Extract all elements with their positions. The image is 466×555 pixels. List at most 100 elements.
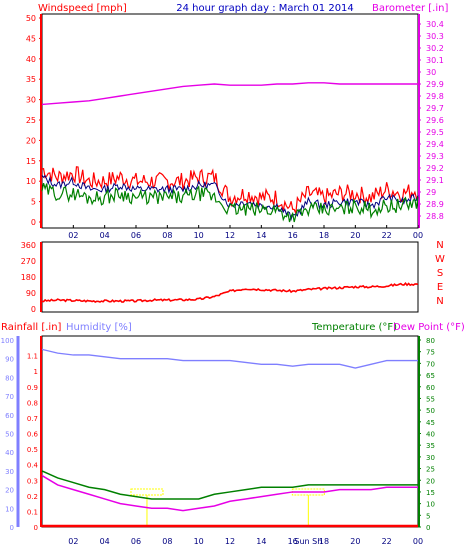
temperature-y-tick: 55 [426, 395, 435, 403]
wind-y-tick: 25 [26, 116, 36, 125]
wind-y-tick: 15 [26, 157, 36, 166]
rainfall-y-tick: 0.5 [27, 446, 38, 454]
humidity-y-tick: 50 [5, 431, 14, 439]
barometer-y-tick: 29.4 [426, 140, 444, 149]
direction-y-tick: 90 [26, 289, 36, 298]
windspeed-mid-series [41, 174, 419, 222]
temperature-y-tick: 70 [426, 360, 435, 368]
barometer-y-tick: 29.6 [426, 116, 444, 125]
dewpoint-series [41, 474, 418, 512]
temperature-x-tick: 00 [413, 537, 423, 546]
temperature-x-tick: 02 [68, 537, 78, 546]
wind-y-tick: 50 [26, 14, 36, 23]
barometer-y-tick: 29.5 [426, 128, 444, 137]
rainfall-y-tick: 0.8 [27, 399, 38, 407]
direction-y-tick: 360 [21, 241, 36, 250]
temperature-x-tick: 18 [319, 537, 329, 546]
temperature-x-tick: 16 [288, 537, 298, 546]
barometer-y-tick: 29.1 [426, 176, 444, 185]
wind-y-tick: 10 [26, 177, 36, 186]
compass-label: N [436, 296, 443, 307]
wind-y-tick: 40 [26, 55, 36, 64]
wind-x-tick: 20 [350, 231, 360, 240]
barometer-y-tick: 30.3 [426, 32, 444, 41]
barometer-y-tick: 29 [426, 188, 436, 197]
humidity-y-tick: 0 [10, 524, 14, 532]
barometer-y-tick: 30.4 [426, 20, 444, 29]
rainfall-y-tick: 0.2 [27, 493, 38, 501]
temperature-y-tick: 45 [426, 419, 435, 427]
windspeed-axis-label: Windspeed [mph] [38, 3, 127, 14]
barometer-y-tick: 30 [426, 68, 436, 77]
wind-x-tick: 12 [225, 231, 235, 240]
wind-x-tick: 00 [413, 231, 423, 240]
barometer-y-tick: 29.3 [426, 152, 444, 161]
wind-x-tick: 08 [162, 231, 172, 240]
wind-y-tick: 5 [31, 198, 36, 207]
humidity-y-tick: 90 [5, 356, 14, 364]
rainfall-y-tick: 0.3 [27, 477, 38, 485]
direction-y-tick: 0 [31, 305, 36, 314]
temperature-y-tick: 30 [426, 454, 435, 462]
humidity-y-tick: 10 [5, 505, 14, 513]
humidity-axis-label: Humidity [%] [66, 322, 132, 333]
temperature-y-tick: 10 [426, 501, 435, 509]
direction-y-tick: 270 [21, 257, 36, 266]
humidity-series [41, 348, 418, 369]
barometer-axis-label: Barometer [.in] [372, 3, 448, 14]
barometer-y-tick: 29.7 [426, 104, 444, 113]
rainfall-y-tick: 0.7 [27, 415, 38, 423]
sun-label: Sun Sh [294, 537, 322, 546]
wind-x-tick: 10 [194, 231, 204, 240]
rainfall-y-tick: 0.4 [27, 462, 39, 470]
wind-panel-frame [41, 13, 419, 229]
wind-x-tick: 04 [100, 231, 110, 240]
temperature-y-tick: 65 [426, 372, 435, 380]
wind-y-tick: 20 [26, 136, 36, 145]
rainfall-y-tick: 0.6 [27, 431, 39, 439]
sun-marker-box [130, 488, 164, 496]
wind-direction-series [41, 282, 419, 303]
temperature-y-tick: 35 [426, 442, 435, 450]
wind-x-tick: 16 [288, 231, 298, 240]
wind-y-tick: 45 [26, 34, 36, 43]
direction-y-tick: 180 [21, 273, 36, 282]
humidity-y-tick: 80 [5, 374, 14, 382]
rainfall-y-tick: 1.1 [27, 353, 38, 361]
temperature-x-tick: 20 [350, 537, 360, 546]
temperature-y-tick: 80 [426, 337, 435, 345]
graph-title: 24 hour graph day : March 01 2014 [176, 3, 354, 14]
wind-x-tick: 18 [319, 231, 329, 240]
temperature-y-tick: 50 [426, 407, 435, 415]
windspeed-series [41, 166, 419, 214]
wind-x-tick: 02 [68, 231, 78, 240]
rainfall-y-tick: 0 [34, 524, 38, 532]
temperature-y-tick: 5 [426, 512, 430, 520]
temperature-y-tick: 20 [426, 477, 435, 485]
humidity-y-tick: 30 [5, 468, 14, 476]
temperature-axis-label: Temperature (°F) [311, 322, 397, 333]
wind-y-tick: 30 [26, 96, 36, 105]
temperature-y-tick: 25 [426, 466, 435, 474]
barometer-y-tick: 30.2 [426, 44, 444, 53]
temperature-x-tick: 06 [131, 537, 141, 546]
temperature-y-tick: 0 [426, 524, 430, 532]
average-wind-series [41, 182, 419, 223]
wind-x-tick: 14 [256, 231, 266, 240]
compass-label: E [437, 282, 443, 293]
barometer-y-tick: 29.2 [426, 164, 444, 173]
temperature-x-tick: 12 [225, 537, 235, 546]
temperature-x-tick: 10 [194, 537, 204, 546]
barometer-y-tick: 29.8 [426, 92, 444, 101]
compass-label: S [437, 268, 443, 279]
temperature-x-tick: 08 [162, 537, 172, 546]
humidity-y-tick: 60 [5, 412, 14, 420]
barometer-y-tick: 29.9 [426, 80, 444, 89]
rainfall-axis-label: Rainfall [.in] [1, 322, 62, 333]
barometer-y-tick: 30.1 [426, 56, 444, 65]
temperature-y-tick: 60 [426, 384, 435, 392]
temperature-y-tick: 40 [426, 431, 435, 439]
barometer-y-tick: 28.9 [426, 200, 444, 209]
